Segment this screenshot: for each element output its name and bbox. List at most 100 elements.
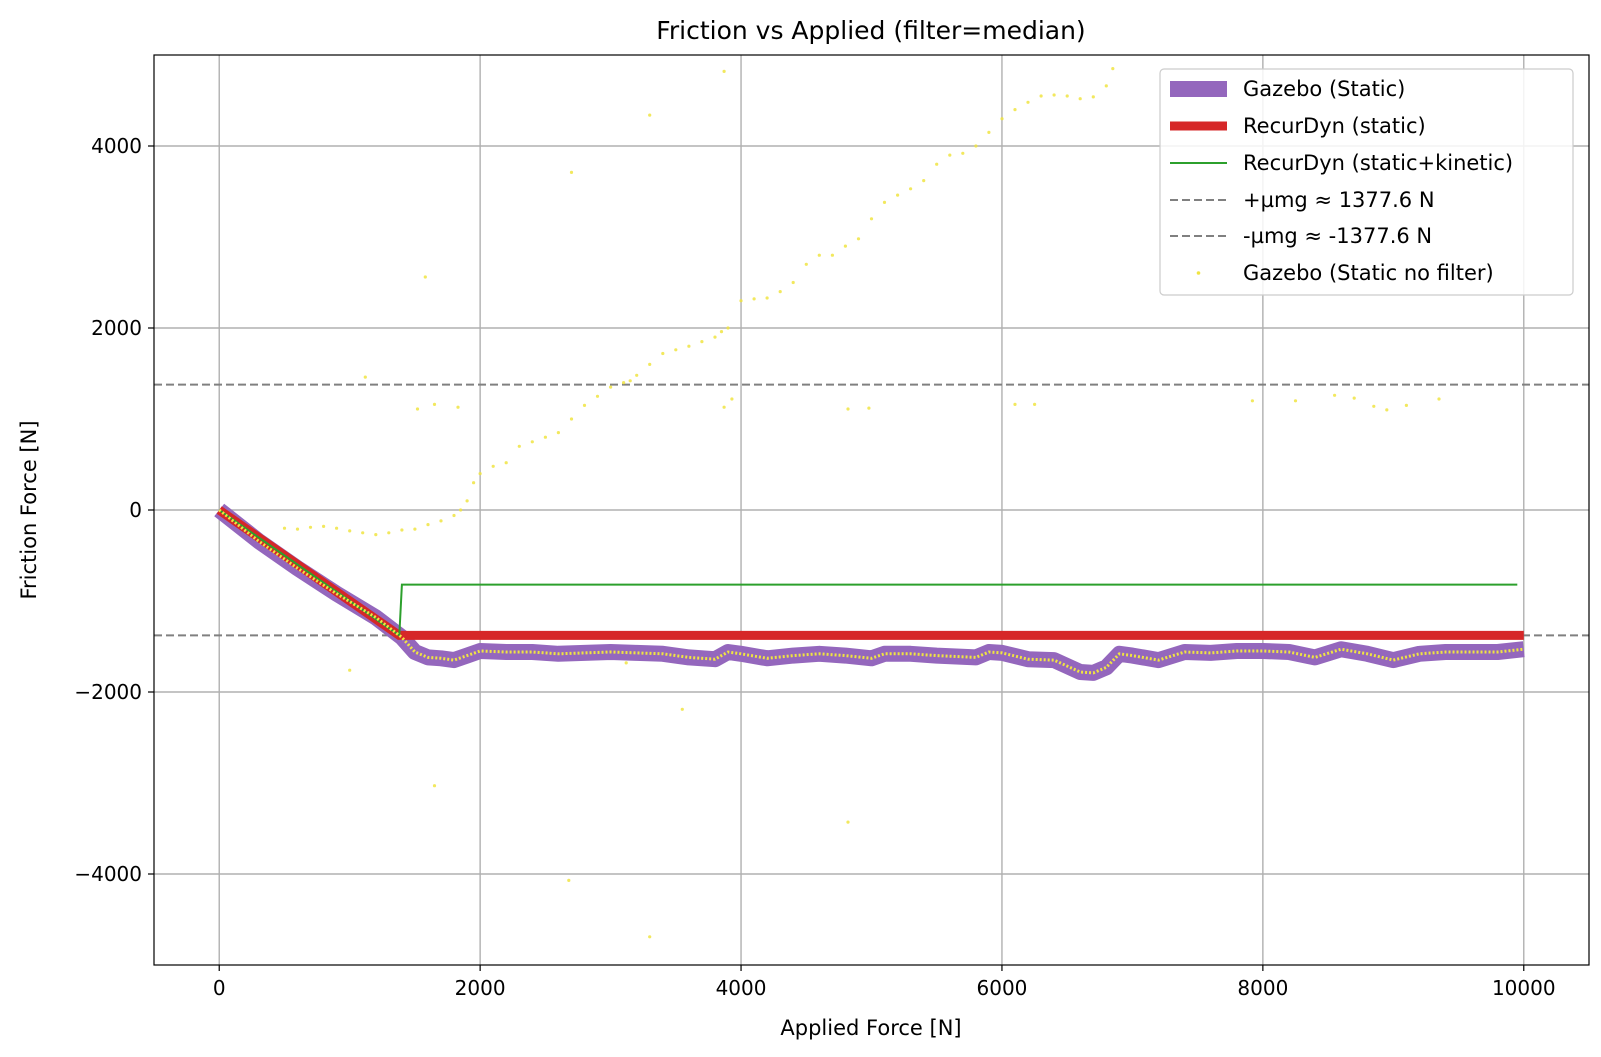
- scatter-point: [439, 519, 443, 523]
- scatter-point: [1372, 404, 1376, 408]
- scatter-point: [567, 878, 571, 883]
- scatter-point: [400, 528, 404, 532]
- scatter-point: [478, 472, 482, 476]
- scatter-point: [896, 193, 900, 197]
- x-tick-label: 8000: [1237, 976, 1288, 1000]
- scatter-point: [869, 217, 874, 221]
- scatter-point: [595, 394, 600, 398]
- plot-series: [214, 67, 1525, 939]
- scatter-point: [423, 275, 427, 279]
- scatter-point: [1039, 94, 1043, 98]
- scatter-point: [628, 379, 632, 383]
- scatter-point: [1013, 108, 1017, 112]
- scatter-point: [1385, 408, 1389, 412]
- scatter-point: [543, 435, 548, 439]
- scatter-point: [459, 508, 463, 512]
- x-tick-label: 10000: [1492, 976, 1556, 1000]
- scatter-point: [935, 162, 939, 166]
- scatter-point: [622, 381, 626, 385]
- scatter-point: [765, 296, 769, 300]
- scatter-point: [722, 405, 726, 409]
- x-tick-label: 0: [213, 976, 226, 1000]
- scatter-point: [432, 402, 437, 406]
- scatter-point: [582, 403, 587, 407]
- scatter-point: [948, 153, 952, 157]
- scatter-point: [415, 407, 420, 411]
- scatter-point: [843, 244, 848, 248]
- scatter-point: [719, 330, 724, 334]
- legend-label: -µmg ≈ -1377.6 N: [1243, 224, 1432, 248]
- scatter-point: [363, 375, 367, 379]
- scatter-point: [1104, 84, 1108, 88]
- scatter-point: [846, 820, 850, 824]
- legend-label: Gazebo (Static no filter): [1243, 261, 1494, 285]
- scatter-point: [730, 397, 734, 401]
- scatter-point: [752, 297, 756, 301]
- scatter-point: [491, 464, 495, 468]
- scatter-point: [335, 526, 339, 530]
- gazebo-unfiltered-trace: [218, 508, 1524, 675]
- scatter-point: [374, 533, 378, 537]
- y-axis-ticks: −4000 −2000 0 2000 4000: [74, 134, 154, 886]
- scatter-point: [426, 523, 430, 527]
- scatter-point: [282, 526, 287, 530]
- scatter-point: [648, 113, 652, 117]
- scatter-point: [1250, 399, 1254, 403]
- scatter-point: [472, 481, 476, 485]
- scatter-point: [530, 440, 534, 444]
- y-axis-label: Friction Force [N]: [17, 420, 41, 599]
- scatter-point: [846, 407, 850, 411]
- scatter-point: [856, 237, 861, 241]
- scatter-point: [687, 344, 691, 348]
- scatter-point: [348, 668, 352, 672]
- scatter-point: [452, 513, 456, 518]
- scatter-point: [1437, 397, 1441, 401]
- scatter-point: [1026, 100, 1030, 104]
- scatter-point: [1065, 94, 1069, 98]
- scatter-point: [1078, 97, 1082, 101]
- scatter-point: [1013, 402, 1017, 406]
- scatter-point: [817, 253, 821, 257]
- scatter-point: [987, 130, 991, 134]
- x-axis-ticks: 0 2000 4000 6000 8000 10000: [213, 965, 1556, 1000]
- scatter-point: [961, 151, 965, 155]
- scatter-point: [778, 290, 782, 294]
- scatter-point: [609, 385, 613, 389]
- scatter-point: [974, 144, 978, 148]
- scatter-point: [456, 405, 460, 409]
- scatter-point: [1352, 396, 1356, 400]
- scatter-point: [295, 527, 300, 531]
- scatter-point: [624, 661, 628, 665]
- scatter-point: [556, 431, 561, 435]
- scatter-point: [1033, 402, 1037, 406]
- legend: Gazebo (Static) RecurDyn (static) RecurDyn…: [1159, 68, 1574, 296]
- scatter-point: [1333, 393, 1337, 397]
- chart-title: Friction vs Applied (filter=median): [656, 16, 1085, 45]
- scatter-point: [432, 784, 437, 788]
- y-tick-label: 2000: [91, 316, 142, 340]
- scatter-point: [322, 524, 326, 529]
- legend-swatch-scatter: [1196, 271, 1201, 275]
- scatter-point: [1000, 117, 1004, 121]
- scatter-point: [569, 170, 574, 174]
- scatter-point: [1111, 67, 1115, 71]
- recurdyn-static-kinetic-line: [218, 509, 1518, 638]
- scatter-point: [387, 531, 391, 535]
- scatter-point: [700, 340, 704, 344]
- x-tick-label: 4000: [716, 976, 767, 1000]
- legend-label: RecurDyn (static): [1243, 114, 1426, 138]
- scatter-point: [413, 527, 417, 531]
- scatter-point: [648, 935, 652, 939]
- x-tick-label: 6000: [977, 976, 1028, 1000]
- x-axis-label: Applied Force [N]: [780, 1016, 961, 1040]
- scatter-point: [804, 262, 808, 266]
- legend-label: +µmg ≈ 1377.6 N: [1243, 188, 1435, 212]
- scatter-point: [882, 200, 887, 204]
- scatter-point: [648, 362, 652, 366]
- y-tick-label: −2000: [74, 680, 142, 704]
- scatter-point: [635, 373, 639, 377]
- y-tick-label: 0: [129, 498, 142, 522]
- scatter-point: [1052, 93, 1056, 97]
- scatter-point: [361, 531, 365, 535]
